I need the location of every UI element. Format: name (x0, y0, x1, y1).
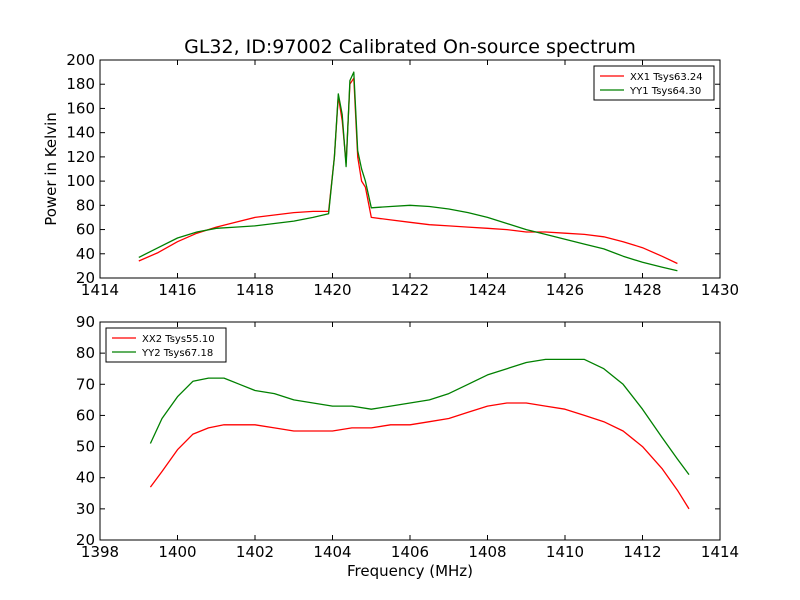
top-axis-ticks: 1414 1416 1418 1420 1422 1424 1426 1428 1430 20 40… (66, 51, 739, 299)
chart-title: GL32, ID:97002 Calibrated On-source spec… (184, 36, 636, 58)
x-tick-label: 1426 (546, 281, 584, 299)
bottom-axis-ticks: 1398 1400 1402 1404 1406 1408 1410 1412 1414 20 30… (76, 313, 739, 561)
x-tick-label: 1400 (158, 543, 196, 561)
y-tick-label: 50 (76, 438, 95, 456)
legend-label: YY1 Tsys64.30 (629, 86, 701, 97)
bottom-legend: XX2 Tsys55.10 YY2 Tsys67.18 (105, 327, 227, 363)
x-tick-label: 1416 (158, 281, 196, 299)
x-tick-label: 1406 (391, 543, 429, 561)
y-tick-label: 160 (66, 99, 95, 117)
y-tick-label: 200 (66, 51, 95, 69)
legend-box (593, 65, 715, 101)
legend-box (105, 327, 227, 363)
y-tick-label: 20 (76, 269, 95, 287)
y-tick-label: 80 (76, 344, 95, 362)
y-tick-label: 180 (66, 75, 95, 93)
x-tick-label: 1422 (391, 281, 429, 299)
x-tick-label: 1414 (701, 543, 739, 561)
y-tick-label: 20 (76, 531, 95, 549)
series-line-top-2 (138, 71, 678, 272)
bottom-series-lines (149, 358, 690, 510)
y-tick-label: 40 (76, 245, 95, 263)
x-tick-label: 1420 (313, 281, 351, 299)
series-line-bottom-1 (149, 402, 690, 510)
x-tick-label: 1414 (81, 281, 119, 299)
bottom-x-axis-label: Frequency (MHz) (347, 562, 473, 580)
bottom-panel: 1398 1400 1402 1404 1406 1408 1410 1412 1414 20 30… (76, 313, 739, 580)
legend-label: YY2 Tsys67.18 (141, 348, 213, 359)
top-y-axis-label: Power in Kelvin (42, 112, 60, 226)
x-tick-label: 1404 (313, 543, 351, 561)
x-tick-label: 1410 (546, 543, 584, 561)
x-tick-label: 1398 (81, 543, 119, 561)
y-tick-label: 70 (76, 375, 95, 393)
y-tick-label: 140 (66, 124, 95, 142)
y-tick-label: 60 (76, 221, 95, 239)
x-tick-label: 1412 (623, 543, 661, 561)
y-tick-label: 30 (76, 500, 95, 518)
top-panel: 1414 1416 1418 1420 1422 1424 1426 1428 1430 20 40… (42, 51, 739, 299)
series-line-top-1 (138, 77, 678, 265)
x-tick-label: 1424 (468, 281, 506, 299)
x-tick-label: 1430 (701, 281, 739, 299)
x-tick-label: 1418 (236, 281, 274, 299)
x-tick-label: 1402 (236, 543, 274, 561)
y-tick-label: 80 (76, 196, 95, 214)
y-tick-label: 120 (66, 148, 95, 166)
y-tick-label: 90 (76, 313, 95, 331)
top-legend: XX1 Tsys63.24 YY1 Tsys64.30 (593, 65, 715, 101)
legend-label: XX1 Tsys63.24 (630, 72, 703, 83)
x-tick-label: 1428 (623, 281, 661, 299)
y-tick-label: 60 (76, 406, 95, 424)
top-series-lines (138, 71, 678, 272)
legend-label: XX2 Tsys55.10 (142, 334, 215, 345)
series-line-bottom-2 (149, 358, 690, 475)
x-tick-label: 1408 (468, 543, 506, 561)
y-tick-label: 100 (66, 172, 95, 190)
y-tick-label: 40 (76, 469, 95, 487)
